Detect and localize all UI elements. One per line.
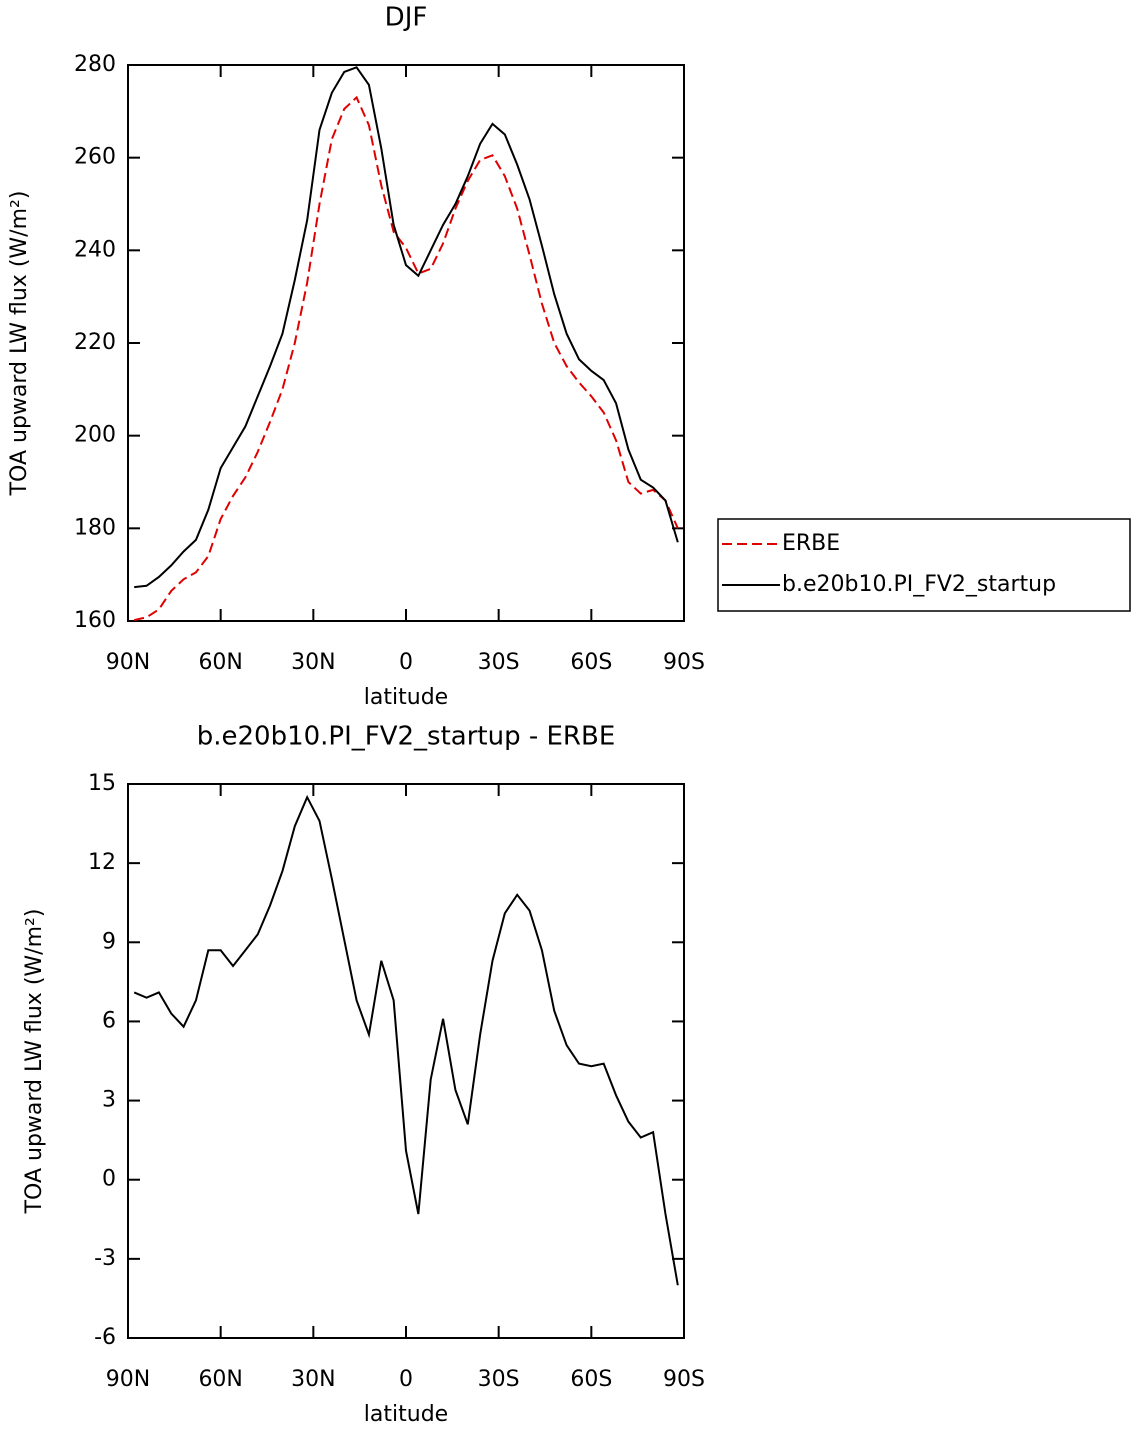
y-tick-label: 220 (74, 330, 116, 355)
chart-title: b.e20b10.PI_FV2_startup - ERBE (197, 722, 616, 752)
x-tick-label: 30N (291, 1367, 335, 1392)
y-tick-label: 160 (74, 608, 116, 633)
legend-label: b.e20b10.PI_FV2_startup (782, 572, 1056, 597)
x-tick-label: 90N (106, 650, 150, 675)
x-tick-label: 30S (478, 1367, 520, 1392)
x-tick-label: 90S (663, 650, 705, 675)
x-tick-label: 0 (399, 1367, 413, 1392)
y-tick-label: 12 (88, 850, 116, 875)
x-axis-label: latitude (364, 685, 448, 710)
x-tick-label: 60S (570, 650, 612, 675)
x-tick-label: 60N (198, 650, 242, 675)
x-tick-label: 90N (106, 1367, 150, 1392)
x-tick-label: 60S (570, 1367, 612, 1392)
x-tick-label: 30N (291, 650, 335, 675)
data-line (133, 794, 679, 1286)
y-tick-label: 280 (74, 52, 116, 77)
x-tick-label: 0 (399, 650, 413, 675)
chart-title: DJF (385, 3, 428, 33)
legend-label: ERBE (782, 531, 840, 556)
legend-box (717, 518, 1131, 612)
y-tick-label: 180 (74, 515, 116, 540)
data-line (134, 66, 679, 589)
y-tick-label: -6 (94, 1325, 116, 1350)
y-tick-label: 200 (74, 423, 116, 448)
y-tick-label: 3 (102, 1088, 116, 1113)
y-tick-label: 6 (102, 1008, 116, 1033)
y-axis-label: TOA upward LW flux (W/m²) (22, 909, 47, 1215)
x-axis-label: latitude (364, 1402, 448, 1427)
y-tick-label: -3 (94, 1246, 116, 1271)
y-tick-label: 15 (88, 771, 116, 796)
y-axis-label: TOA upward LW flux (W/m²) (7, 191, 32, 497)
y-tick-label: 0 (102, 1167, 116, 1192)
y-tick-label: 260 (74, 145, 116, 170)
y-tick-label: 240 (74, 237, 116, 262)
x-tick-label: 60N (198, 1367, 242, 1392)
y-tick-label: 9 (102, 929, 116, 954)
plot-frame (127, 64, 685, 622)
plot-frame (127, 783, 685, 1339)
data-line (133, 95, 679, 622)
x-tick-label: 90S (663, 1367, 705, 1392)
x-tick-label: 30S (478, 650, 520, 675)
